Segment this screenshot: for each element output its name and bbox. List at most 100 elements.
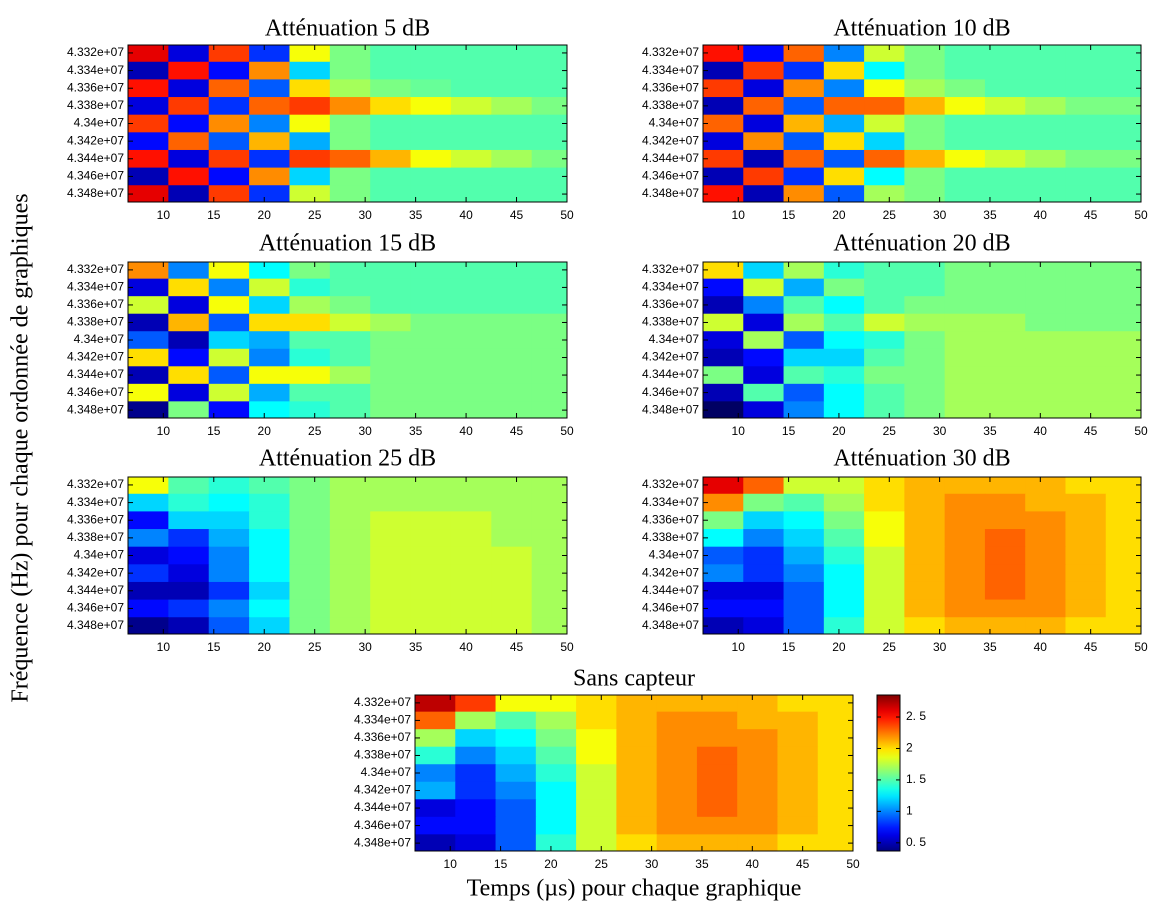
heatmap-cell <box>656 746 698 765</box>
x-tick-label: 50 <box>560 424 574 438</box>
heatmap-cell <box>904 564 946 583</box>
heatmap-cell <box>703 546 744 565</box>
heatmap-cell <box>495 695 537 713</box>
heatmap-cell <box>777 799 819 818</box>
heatmap <box>128 45 567 202</box>
heatmap-cell <box>128 366 169 385</box>
heatmap-cell <box>531 477 567 495</box>
heatmap-cell <box>491 477 533 495</box>
heatmap-cell <box>703 401 744 418</box>
x-tick-label: 20 <box>832 424 846 438</box>
heatmap-cell <box>783 564 825 583</box>
heatmap-cell <box>491 149 533 169</box>
heatmap-cell <box>904 79 946 98</box>
heatmap-cell <box>1065 149 1107 169</box>
heatmap-cell <box>249 79 290 98</box>
heatmap-cell <box>823 185 865 202</box>
heatmap-cell <box>455 816 497 835</box>
heatmap-cell <box>450 45 492 63</box>
x-tick-label: 35 <box>983 640 997 654</box>
heatmap-cell <box>450 546 492 565</box>
heatmap-cell <box>1065 45 1107 63</box>
heatmap-cell <box>168 366 210 385</box>
heatmap-cell <box>370 617 412 634</box>
heatmap-cell <box>944 477 986 495</box>
heatmap-cell <box>1105 581 1141 601</box>
heatmap <box>703 262 1141 418</box>
heatmap-cell <box>168 529 210 548</box>
x-tick-label: 15 <box>782 424 796 438</box>
y-tick-label: 4.34e+07 <box>649 332 700 346</box>
heatmap-cell <box>783 167 825 186</box>
heatmap-cell <box>1025 296 1066 315</box>
heatmap-cell <box>1025 617 1066 634</box>
heatmap-cell <box>1025 546 1066 565</box>
heatmap-cell <box>289 366 331 385</box>
y-tick-label: 4.332e+07 <box>354 695 411 709</box>
heatmap-cell <box>1065 383 1107 402</box>
heatmap-cell <box>410 262 452 280</box>
y-tick-label: 4.34e+07 <box>649 548 700 562</box>
heatmap-cell <box>370 61 412 80</box>
heatmap-cell <box>1105 313 1141 332</box>
heatmap-cell <box>823 167 865 186</box>
heatmap-cell <box>208 185 250 202</box>
heatmap-cell <box>743 45 785 63</box>
heatmap-cell <box>370 313 412 332</box>
heatmap-cell <box>329 366 371 385</box>
heatmap-cell <box>128 546 169 565</box>
heatmap-cell <box>1065 401 1107 418</box>
heatmap-cell <box>984 185 1026 202</box>
colorbar-tick-label: 1. 5 <box>906 772 926 786</box>
heatmap-cell <box>1105 149 1141 169</box>
x-tick-label: 10 <box>157 424 171 438</box>
heatmap-cell <box>743 313 785 332</box>
y-tick-label: 4.348e+07 <box>67 618 124 632</box>
heatmap-cell <box>531 331 567 350</box>
heatmap <box>128 262 567 418</box>
heatmap-cell <box>208 296 250 315</box>
heatmap-cell <box>864 262 905 280</box>
x-tick-label: 40 <box>459 208 473 222</box>
colorbar-tick-label: 0. 5 <box>906 835 926 849</box>
heatmap-cell <box>535 834 577 851</box>
heatmap-cell <box>1065 564 1107 583</box>
heatmap-cell <box>1025 185 1066 202</box>
heatmap-cell <box>823 511 865 530</box>
heatmap-cell <box>329 401 371 418</box>
heatmap-cell <box>743 79 785 98</box>
heatmap-cell <box>944 185 986 202</box>
heatmap-cell <box>450 114 492 133</box>
heatmap-cell <box>168 185 210 202</box>
heatmap-cell <box>823 477 865 495</box>
heatmap-cell <box>743 564 785 583</box>
x-tick-label: 10 <box>157 208 171 222</box>
heatmap-cell <box>491 493 533 512</box>
heatmap-cell <box>864 278 905 297</box>
heatmap-cell <box>289 61 331 80</box>
heatmap <box>703 45 1141 202</box>
heatmap-cell <box>249 114 290 133</box>
heatmap-cell <box>743 617 785 634</box>
heatmap <box>128 477 567 634</box>
y-tick-label: 4.338e+07 <box>354 748 411 762</box>
heatmap-cell <box>616 816 658 835</box>
heatmap-cell <box>410 149 452 169</box>
heatmap-cell <box>410 401 452 418</box>
heatmap-cell <box>450 493 492 512</box>
heatmap-cell <box>410 185 452 202</box>
heatmap-cell <box>703 149 744 169</box>
heatmap-cell <box>249 599 290 618</box>
x-tick-label: 15 <box>782 208 796 222</box>
heatmap-cell <box>576 764 617 783</box>
heatmap-cell <box>1025 331 1066 350</box>
heatmap-cell <box>208 45 250 63</box>
heatmap-cell <box>737 816 778 835</box>
heatmap-cell <box>783 617 825 634</box>
heatmap-cell <box>531 79 567 98</box>
heatmap-cell <box>1105 477 1141 495</box>
heatmap-cell <box>743 401 785 418</box>
x-tick-label: 50 <box>846 857 860 871</box>
x-tick-label: 40 <box>459 424 473 438</box>
heatmap-cell <box>703 511 744 530</box>
